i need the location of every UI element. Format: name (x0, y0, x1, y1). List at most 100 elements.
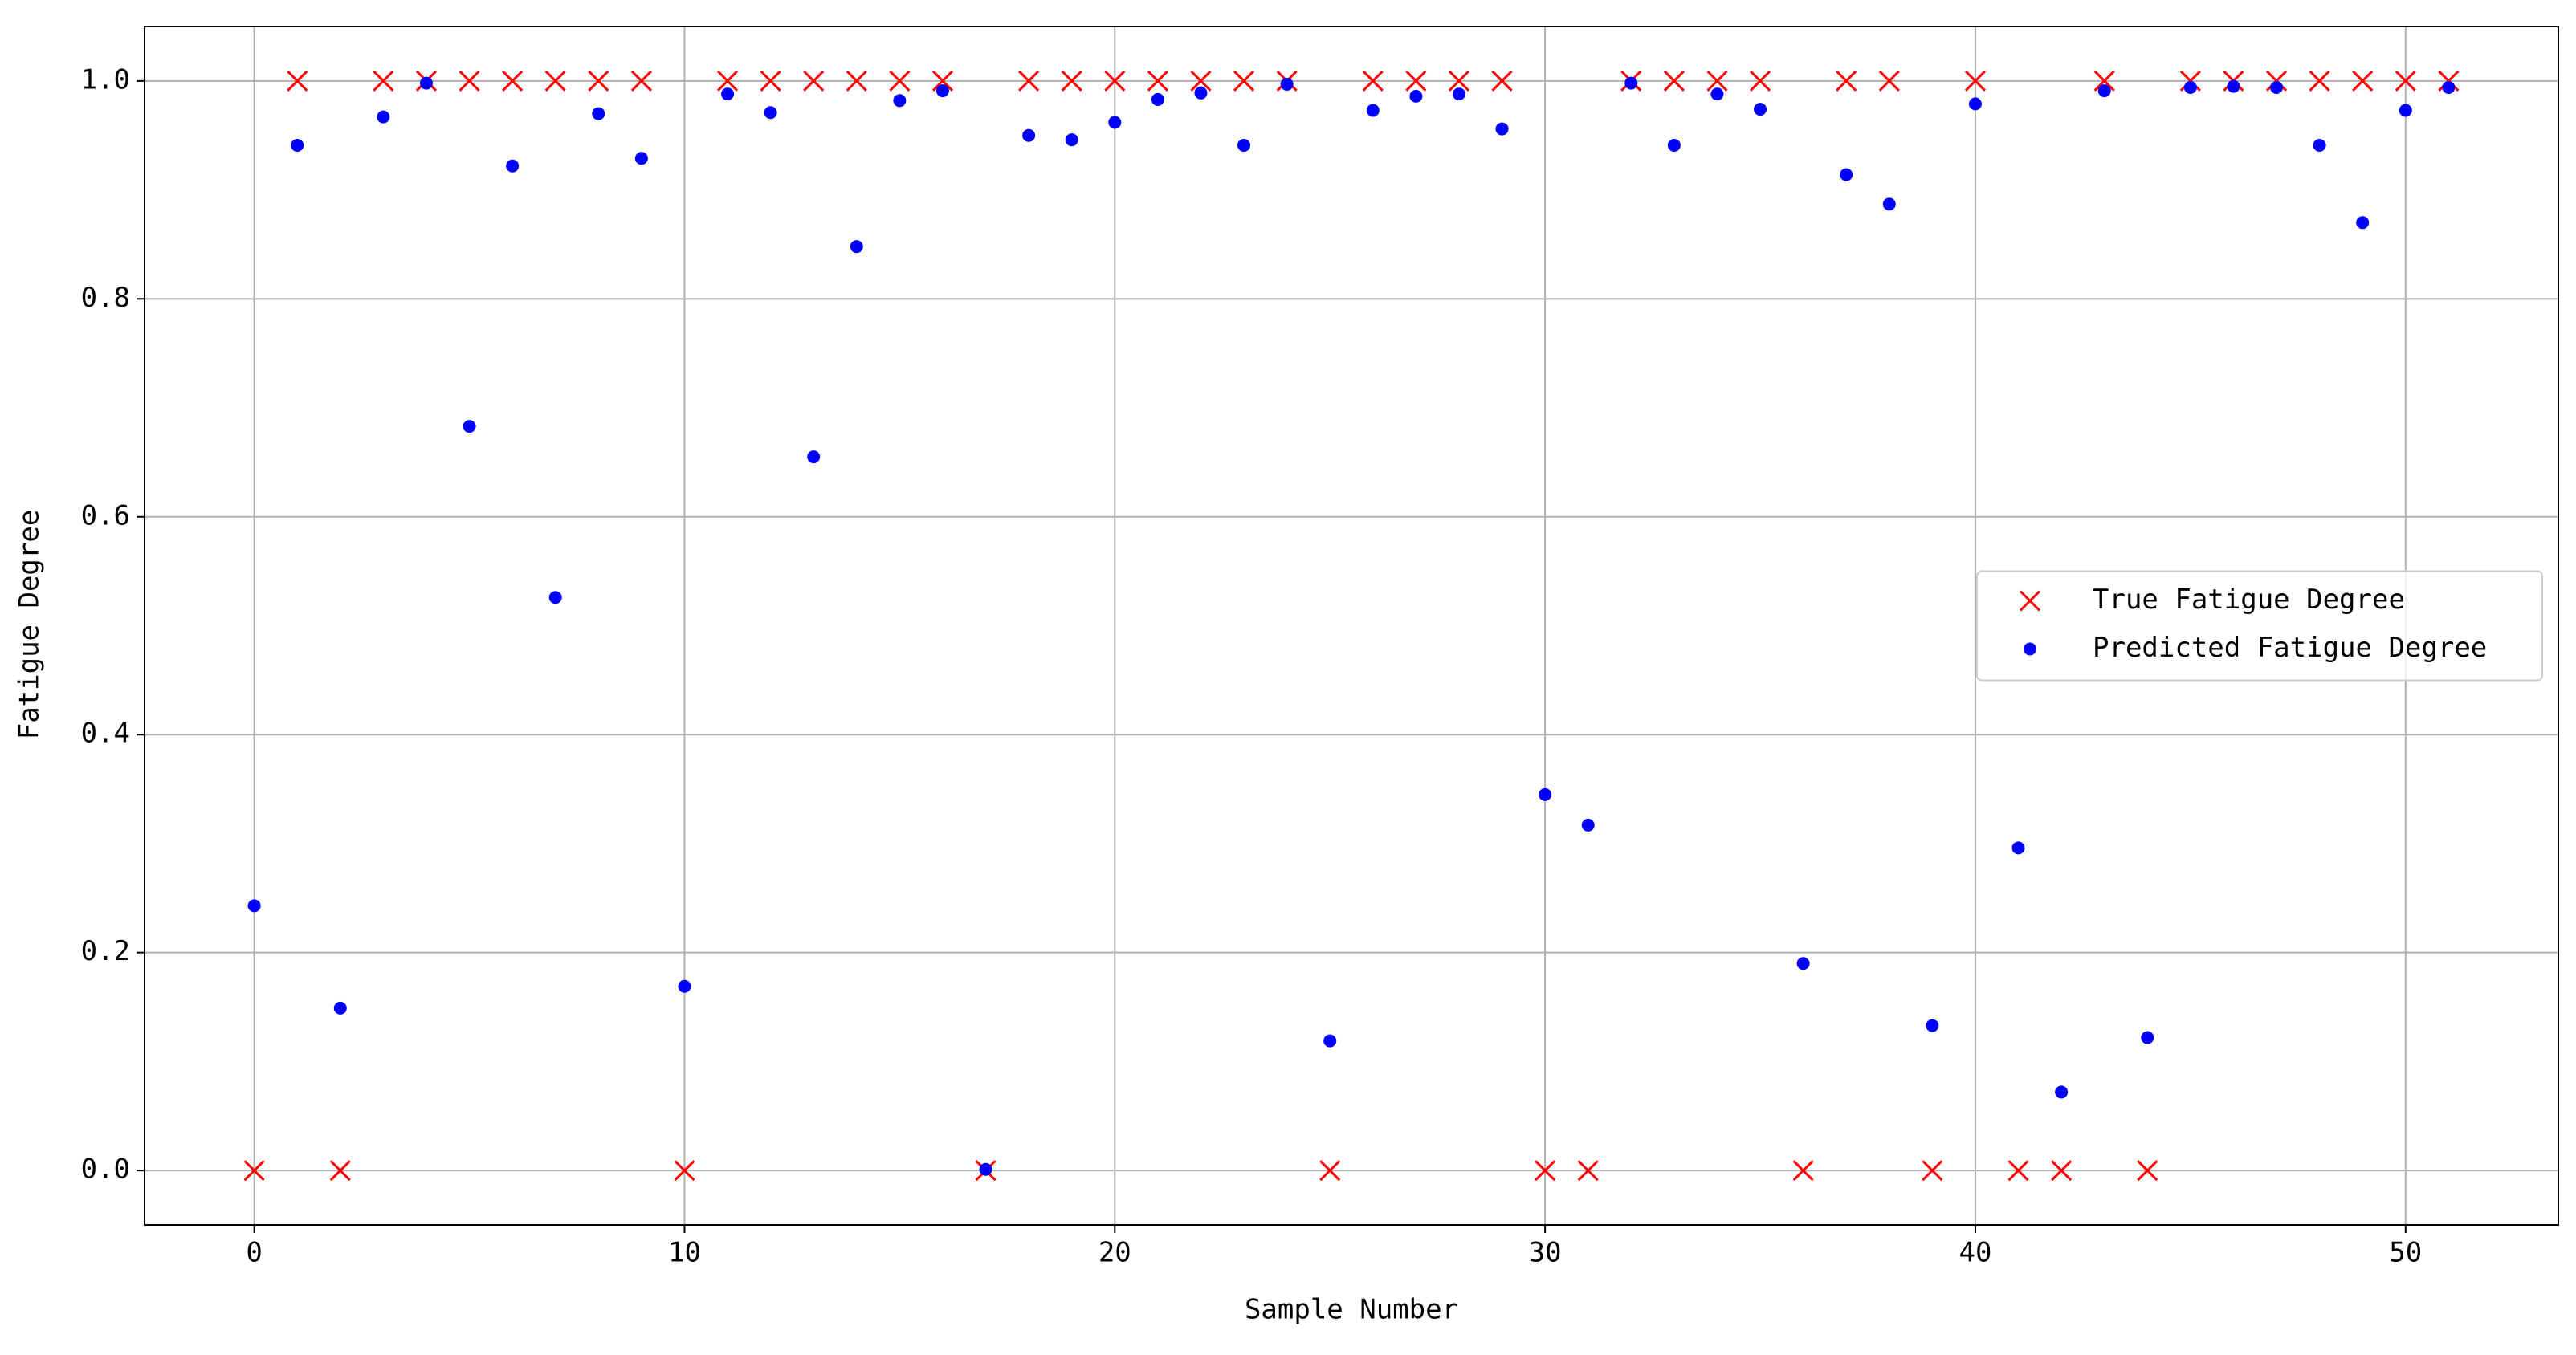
point (2309, 70, 2330, 92)
point (2007, 1160, 2029, 1182)
point (1796, 957, 1810, 970)
point (548, 591, 562, 604)
point (1792, 1160, 1814, 1182)
point (1495, 122, 1509, 136)
point (630, 70, 652, 92)
point (1151, 92, 1164, 106)
point (1022, 128, 1036, 142)
x-tick-label: 0 (246, 1237, 262, 1269)
point (1663, 70, 1685, 92)
point (329, 1160, 351, 1182)
point (1926, 1019, 1939, 1032)
point (1104, 70, 1126, 92)
point (2093, 70, 2115, 92)
point (287, 70, 308, 92)
point (764, 106, 777, 120)
point (333, 1001, 347, 1015)
point (760, 70, 781, 92)
point (1624, 76, 1638, 90)
point (247, 899, 261, 913)
point (1968, 97, 1982, 111)
y-axis-label: Fatigue Degree (14, 510, 46, 740)
y-tick-label: 0.6 (81, 499, 130, 531)
point (1061, 70, 1082, 92)
point (1710, 87, 1724, 101)
x-tick-label: 40 (1958, 1237, 1991, 1269)
y-tick-label: 0.8 (81, 282, 130, 314)
y-tick-label: 0.2 (81, 935, 130, 967)
point (803, 70, 825, 92)
point (1405, 70, 1427, 92)
point (1147, 70, 1168, 92)
legend-label: Predicted Fatigue Degree (2093, 632, 2487, 664)
point (1882, 197, 1896, 211)
point (1964, 70, 1987, 92)
point (678, 979, 691, 993)
point (1323, 1034, 1337, 1048)
point (721, 87, 735, 101)
point (846, 70, 867, 92)
point (2313, 138, 2326, 152)
point (1539, 787, 1552, 801)
point (588, 70, 609, 92)
point (807, 450, 821, 464)
point (2270, 81, 2284, 95)
legend-marker (2024, 642, 2036, 656)
point (502, 70, 524, 92)
point (1749, 70, 1771, 92)
y-tick-label: 0.4 (81, 718, 130, 750)
point (1233, 70, 1255, 92)
legend-marker (2019, 590, 2041, 612)
point (716, 70, 739, 92)
point (1878, 70, 1900, 92)
point (1018, 70, 1040, 92)
legend-box (1976, 570, 2543, 682)
point (2097, 84, 2111, 98)
point (2352, 70, 2374, 92)
point (2227, 79, 2240, 93)
point (2442, 81, 2456, 95)
point (1448, 70, 1470, 92)
point (1706, 70, 1728, 92)
point (1362, 70, 1384, 92)
x-axis-label: Sample Number (1245, 1294, 1458, 1326)
point (1409, 89, 1423, 103)
point (1108, 116, 1122, 129)
point (463, 420, 476, 433)
legend-label: True Fatigue Degree (2093, 584, 2405, 616)
point (1452, 87, 1465, 101)
point (459, 70, 480, 92)
point (291, 138, 304, 152)
point (1840, 168, 1853, 181)
point (373, 70, 394, 92)
point (1319, 1160, 1341, 1182)
point (1280, 77, 1294, 91)
point (1754, 103, 1767, 116)
point (2395, 70, 2416, 92)
x-tick-label: 10 (668, 1237, 701, 1269)
point (2141, 1031, 2154, 1044)
point (1667, 138, 1681, 152)
point (544, 70, 566, 92)
point (243, 1160, 265, 1182)
point (979, 1162, 992, 1176)
point (1581, 818, 1595, 832)
point (2356, 216, 2370, 230)
point (2399, 104, 2412, 117)
point (1065, 133, 1078, 147)
point (1922, 1160, 1943, 1182)
x-tick-label: 50 (2389, 1237, 2422, 1269)
point (931, 70, 954, 92)
x-tick-label: 20 (1098, 1237, 1131, 1269)
point (674, 1160, 695, 1182)
point (1366, 104, 1380, 117)
point (377, 110, 390, 124)
point (1194, 86, 1208, 100)
plot-frame (144, 26, 2559, 1226)
y-tick-label: 1.0 (81, 63, 130, 96)
point (419, 76, 433, 90)
point (592, 107, 605, 120)
point (506, 159, 520, 173)
point (634, 152, 648, 165)
